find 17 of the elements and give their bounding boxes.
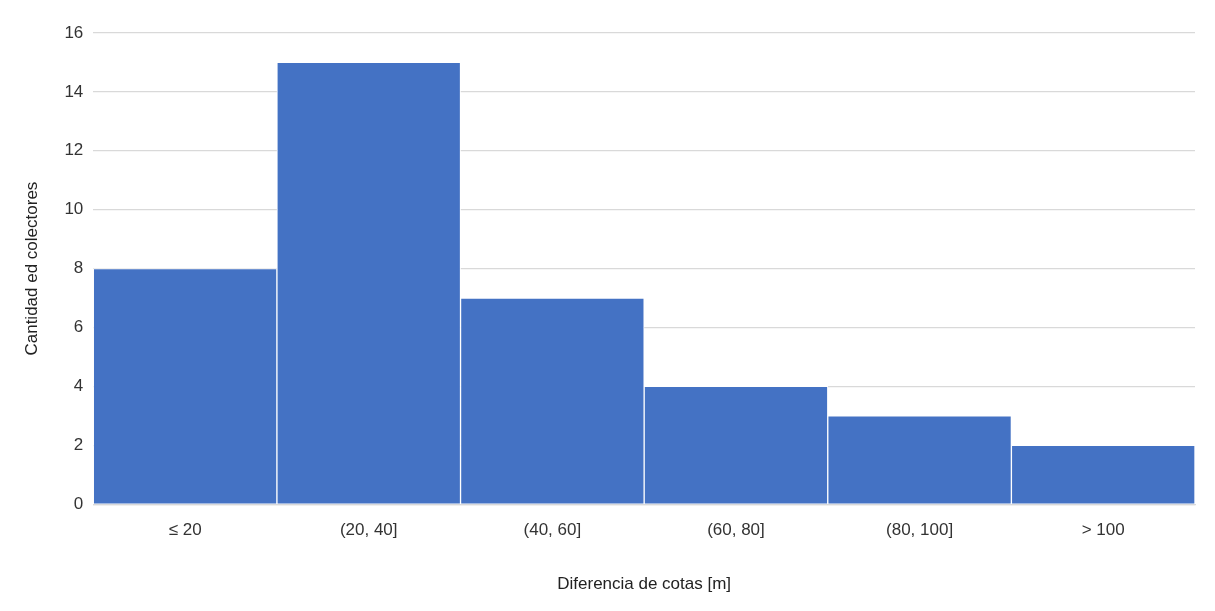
y-tick-label: 16	[64, 22, 84, 42]
y-tick-label: 10	[64, 199, 84, 219]
x-tick-label: (60, 80]	[707, 520, 765, 540]
x-tick-label: (40, 60]	[523, 520, 582, 540]
x-tick-label: > 100	[1081, 520, 1125, 540]
x-tick-label: ≤ 20	[168, 520, 202, 540]
x-tick-label: (20, 40]	[339, 520, 398, 540]
y-axis-title: Cantidad ed colectores	[21, 181, 41, 356]
y-tick-label: 6	[73, 317, 84, 337]
x-axis-title: Diferencia de cotas [m]	[557, 574, 732, 594]
y-tick-label: 2	[73, 434, 84, 454]
y-tick-label: 8	[73, 258, 84, 278]
y-tick-label: 0	[73, 493, 84, 513]
y-tick-label: 4	[73, 376, 84, 396]
y-tick-label: 12	[64, 140, 84, 160]
y-tick-label: 14	[64, 81, 84, 101]
x-tick-label: (80, 100]	[886, 520, 954, 540]
